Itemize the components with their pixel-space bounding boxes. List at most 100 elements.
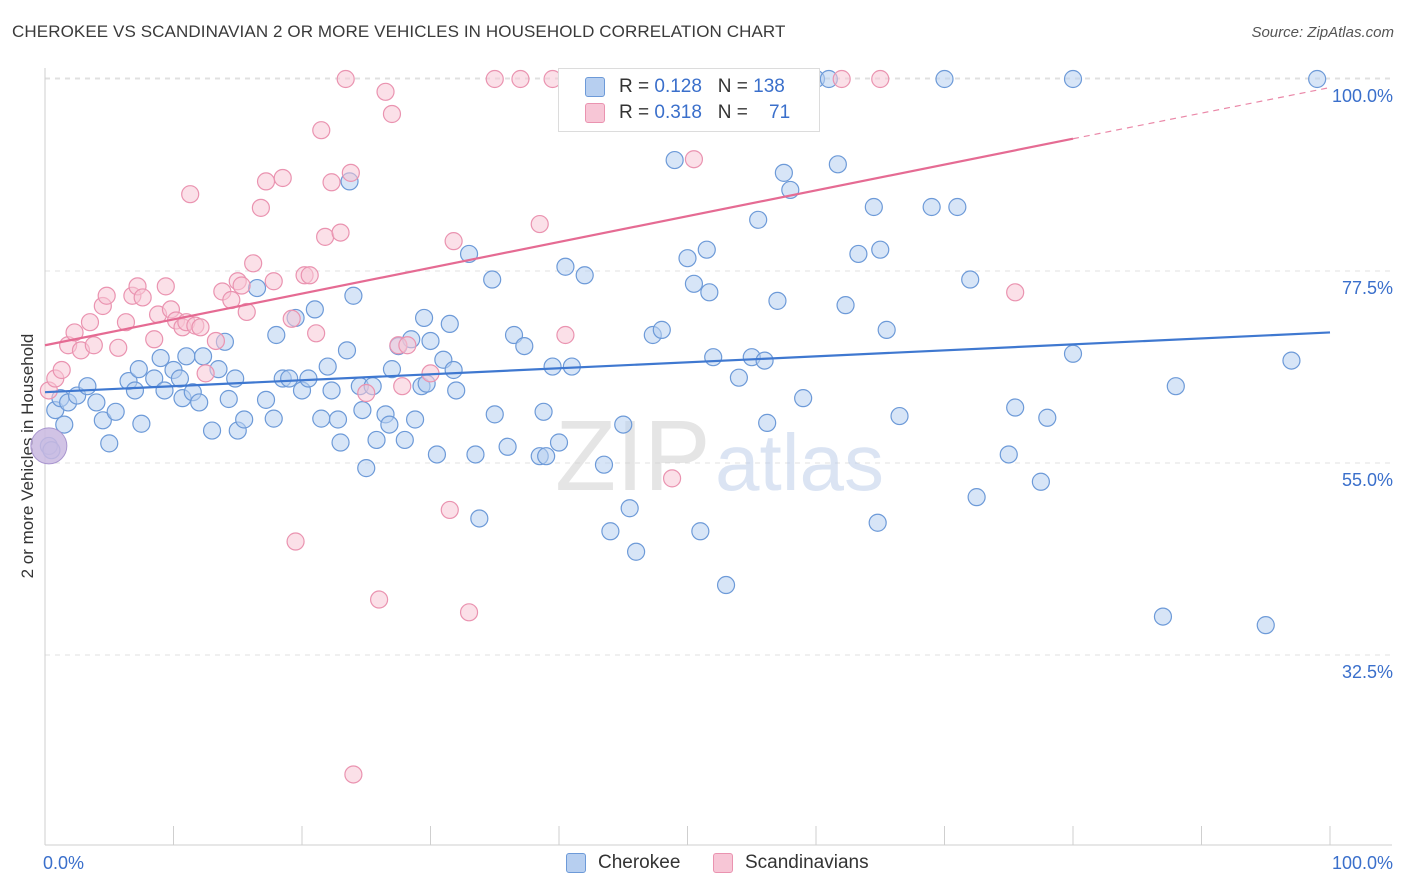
- cherokee-point: [367, 430, 386, 450]
- cherokee-point: [948, 197, 967, 217]
- cherokee-point: [665, 150, 684, 170]
- cherokee-point: [614, 415, 633, 434]
- cherokee-point: [299, 369, 318, 388]
- y-tick-label: 32.5%: [1342, 662, 1393, 682]
- cherokee-point: [322, 381, 341, 400]
- cherokee-point: [534, 402, 553, 421]
- cherokee-points: [30, 69, 1327, 635]
- cherokee-point: [125, 381, 145, 400]
- scandinavian-point: [444, 232, 463, 251]
- cherokee-point: [575, 266, 594, 285]
- cherokee-point: [440, 314, 459, 334]
- scandinavian-point: [511, 69, 530, 89]
- cherokee-point: [267, 325, 286, 345]
- scandinavian-point: [286, 532, 305, 551]
- cherokee-point: [1153, 607, 1173, 626]
- scandinavian-point: [307, 324, 326, 343]
- cherokee-point: [684, 274, 704, 293]
- scandinavian-point: [662, 469, 682, 488]
- cherokee-point: [537, 447, 556, 466]
- scandinavian-point: [273, 168, 292, 188]
- cherokee-point: [328, 410, 348, 429]
- cherokee-point: [620, 499, 639, 518]
- cherokee-point: [132, 414, 151, 433]
- x-tick-label: 0.0%: [43, 853, 84, 873]
- legend-item-scandinavians[interactable]: Scandinavians: [713, 852, 869, 874]
- cherokee-point: [177, 347, 196, 366]
- cherokee-point: [353, 400, 372, 420]
- scandinavian-point: [322, 173, 341, 192]
- cherokee-point: [483, 270, 502, 289]
- cherokee-point: [697, 240, 716, 259]
- cherokee-point: [515, 336, 534, 356]
- legend-n-label: N =: [717, 76, 748, 97]
- cherokee-point: [1063, 344, 1083, 363]
- cherokee-point: [601, 522, 620, 541]
- scandinavian-point: [871, 69, 890, 89]
- cherokee-point: [190, 393, 209, 412]
- cherokee-point: [729, 368, 749, 387]
- cherokee-point: [1038, 408, 1057, 427]
- cherokee-point: [193, 347, 213, 366]
- scandinavian-point: [237, 302, 256, 322]
- cherokee-point: [235, 410, 254, 429]
- cherokee-point: [890, 406, 909, 426]
- scandinavian-point: [684, 150, 704, 169]
- cherokee-swatch: [566, 853, 586, 873]
- cherokee-point: [256, 390, 276, 409]
- cherokee-point: [755, 351, 774, 370]
- cherokee-point: [100, 434, 119, 453]
- scandinavian-point: [336, 69, 355, 89]
- cherokee-point: [836, 296, 855, 315]
- scandinavian-point: [300, 266, 319, 285]
- tick-labels: 32.5% 55.0% 77.5% 100.0% 0.0% 100.0%: [43, 86, 1393, 873]
- scandinavian-point: [316, 227, 335, 246]
- scandinavian-point: [84, 336, 103, 355]
- cherokee-point: [337, 341, 357, 360]
- cherokee-point: [716, 575, 736, 595]
- legend-cherokee-label: Cherokee: [598, 852, 681, 873]
- cherokee-point: [247, 278, 267, 298]
- cherokee-point: [1006, 398, 1025, 417]
- cherokee-point: [357, 459, 376, 478]
- cherokee-point-cluster: [30, 427, 68, 465]
- scandinavian-point: [382, 104, 402, 124]
- cherokee-point: [1308, 69, 1327, 89]
- cherokee-point: [1256, 616, 1275, 635]
- series-legend: Cherokee Scandinavians: [0, 852, 1406, 876]
- legend-item-cherokee[interactable]: Cherokee: [566, 852, 680, 874]
- trend-lines: [44, 86, 1331, 394]
- cherokee-point: [700, 283, 719, 302]
- y-tick-label: 100.0%: [1332, 86, 1393, 106]
- cherokee-point: [828, 155, 847, 174]
- cherokee-point: [414, 308, 434, 328]
- cherokee-point: [1063, 69, 1083, 89]
- legend-row-scandinavians: R = 0.318 N = 71: [585, 101, 790, 125]
- cherokee-point: [594, 455, 614, 474]
- scandinavian-point: [191, 318, 210, 337]
- scandinavian-point: [485, 69, 504, 89]
- scandinavian-point: [251, 198, 270, 217]
- cherokee-point: [55, 415, 74, 434]
- cherokee-point: [652, 320, 671, 339]
- cherokee-point: [691, 522, 710, 541]
- cherokee-point: [202, 421, 222, 440]
- scandinavian-point: [370, 590, 389, 609]
- cherokee-point: [331, 433, 350, 452]
- chart-source: Source: ZipAtlas.com: [1251, 24, 1394, 41]
- cherokee-point: [312, 409, 331, 428]
- watermark-atlas: atlas: [715, 418, 884, 507]
- scandinavian-point: [344, 765, 363, 784]
- cherokee-trend-line: [44, 331, 1331, 394]
- legend-r-cherokee: 0.128: [654, 76, 702, 97]
- scandinavian-point: [832, 69, 851, 89]
- scandinavian-point: [145, 330, 164, 349]
- cherokee-point: [129, 360, 148, 379]
- scandinavian-point: [109, 338, 128, 357]
- cherokee-swatch: [585, 77, 605, 97]
- scandinavian-point: [256, 172, 276, 191]
- cherokee-point: [543, 357, 562, 376]
- cherokee-point: [849, 244, 868, 264]
- cherokee-point: [626, 542, 646, 561]
- cherokee-point: [871, 240, 890, 259]
